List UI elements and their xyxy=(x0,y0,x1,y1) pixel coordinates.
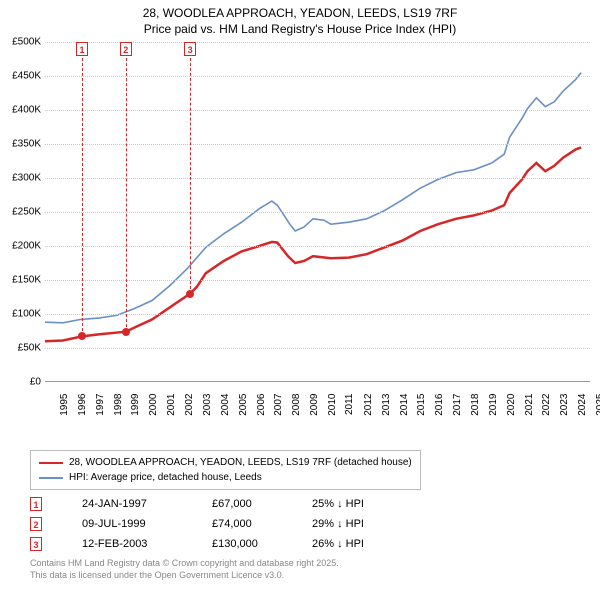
x-tick-label: 2005 xyxy=(237,394,248,416)
x-tick-label: 2011 xyxy=(344,394,355,416)
sales-marker: 1 xyxy=(30,497,42,511)
sales-row: 1 24-JAN-1997£67,00025% ↓ HPI xyxy=(30,494,412,514)
sales-row: 3 12-FEB-2003£130,00026% ↓ HPI xyxy=(30,534,412,554)
sale-point xyxy=(186,290,194,298)
x-tick-label: 2019 xyxy=(488,394,499,416)
x-tick-label: 1999 xyxy=(130,394,141,416)
x-tick-label: 2017 xyxy=(452,394,463,416)
sales-table: 1 24-JAN-1997£67,00025% ↓ HPI 2 09-JUL-1999… xyxy=(30,494,412,554)
legend-row: 28, WOODLEA APPROACH, YEADON, LEEDS, LS1… xyxy=(39,455,412,470)
sales-price: £130,000 xyxy=(212,538,312,550)
y-tick-label: £150K xyxy=(12,275,41,286)
x-tick-label: 2018 xyxy=(470,394,481,416)
x-tick-label: 2003 xyxy=(202,394,213,416)
legend-label: HPI: Average price, detached house, Leed… xyxy=(69,470,262,485)
legend-swatch xyxy=(39,462,63,464)
sale-marker-box: 1 xyxy=(76,42,88,56)
legend-box: 28, WOODLEA APPROACH, YEADON, LEEDS, LS1… xyxy=(30,450,421,490)
y-tick-label: £300K xyxy=(12,173,41,184)
y-tick-label: £250K xyxy=(12,207,41,218)
sales-hpi: 26% ↓ HPI xyxy=(312,538,412,550)
y-tick-label: £0 xyxy=(30,377,41,388)
y-tick-label: £100K xyxy=(12,309,41,320)
x-tick-label: 1995 xyxy=(59,394,70,416)
x-tick-label: 2016 xyxy=(434,394,445,416)
sale-marker-box: 2 xyxy=(120,42,132,56)
legend-swatch xyxy=(39,477,63,479)
x-tick-label: 2006 xyxy=(255,394,266,416)
y-tick-label: £200K xyxy=(12,241,41,252)
x-tick-label: 2014 xyxy=(398,394,409,416)
x-tick-label: 2010 xyxy=(327,394,338,416)
sale-marker-line xyxy=(82,58,83,336)
x-tick-label: 2000 xyxy=(148,394,159,416)
footer-line-2: This data is licensed under the Open Gov… xyxy=(30,570,339,582)
grid-line xyxy=(45,348,590,349)
x-tick-label: 2022 xyxy=(541,394,552,416)
x-tick-label: 2023 xyxy=(559,394,570,416)
y-tick-label: £50K xyxy=(18,343,41,354)
x-tick-label: 1996 xyxy=(77,394,88,416)
sales-price: £74,000 xyxy=(212,518,312,530)
x-tick-label: 2015 xyxy=(416,394,427,416)
x-tick-label: 2004 xyxy=(220,394,231,416)
title-line-1: 28, WOODLEA APPROACH, YEADON, LEEDS, LS1… xyxy=(0,6,600,22)
sale-point xyxy=(78,332,86,340)
x-tick-label: 2008 xyxy=(291,394,302,416)
sale-marker-line xyxy=(190,58,191,294)
sales-hpi: 25% ↓ HPI xyxy=(312,498,412,510)
title-line-2: Price paid vs. HM Land Registry's House … xyxy=(0,22,600,38)
footer-line-1: Contains HM Land Registry data © Crown c… xyxy=(30,558,339,570)
sales-date: 24-JAN-1997 xyxy=(82,498,212,510)
x-tick-label: 2021 xyxy=(523,394,534,416)
legend-row: HPI: Average price, detached house, Leed… xyxy=(39,470,412,485)
chart-area: 123 199519961997199819992000200120022003… xyxy=(45,42,590,412)
x-tick-label: 2007 xyxy=(273,394,284,416)
sales-date: 09-JUL-1999 xyxy=(82,518,212,530)
sales-row: 2 09-JUL-1999£74,00029% ↓ HPI xyxy=(30,514,412,534)
x-tick-label: 2020 xyxy=(505,394,516,416)
x-tick-label: 2013 xyxy=(380,394,391,416)
y-tick-label: £400K xyxy=(12,105,41,116)
sales-date: 12-FEB-2003 xyxy=(82,538,212,550)
sales-marker: 3 xyxy=(30,537,42,551)
legend-label: 28, WOODLEA APPROACH, YEADON, LEEDS, LS1… xyxy=(69,455,412,470)
x-tick-label: 2024 xyxy=(577,394,588,416)
sales-marker: 2 xyxy=(30,517,42,531)
x-tick-label: 2001 xyxy=(166,394,177,416)
y-tick-label: £500K xyxy=(12,37,41,48)
sale-marker-line xyxy=(126,58,127,332)
y-axis: £0£50K£100K£150K£200K£250K£300K£350K£400… xyxy=(0,42,45,382)
sales-hpi: 29% ↓ HPI xyxy=(312,518,412,530)
sales-price: £67,000 xyxy=(212,498,312,510)
footer-attribution: Contains HM Land Registry data © Crown c… xyxy=(30,558,339,581)
x-tick-label: 2002 xyxy=(184,394,195,416)
y-tick-label: £350K xyxy=(12,139,41,150)
plot-region: 1 2 3 xyxy=(45,42,590,382)
x-tick-label: 2012 xyxy=(363,394,374,416)
title-block: 28, WOODLEA APPROACH, YEADON, LEEDS, LS1… xyxy=(0,0,600,37)
x-tick-label: 1998 xyxy=(112,394,123,416)
x-tick-label: 1997 xyxy=(94,394,105,416)
y-tick-label: £450K xyxy=(12,71,41,82)
sale-marker-box: 3 xyxy=(184,42,196,56)
x-tick-label: 2009 xyxy=(309,394,320,416)
chart-container: 28, WOODLEA APPROACH, YEADON, LEEDS, LS1… xyxy=(0,0,600,590)
sale-point xyxy=(122,328,130,336)
x-tick-label: 2025 xyxy=(595,394,600,416)
